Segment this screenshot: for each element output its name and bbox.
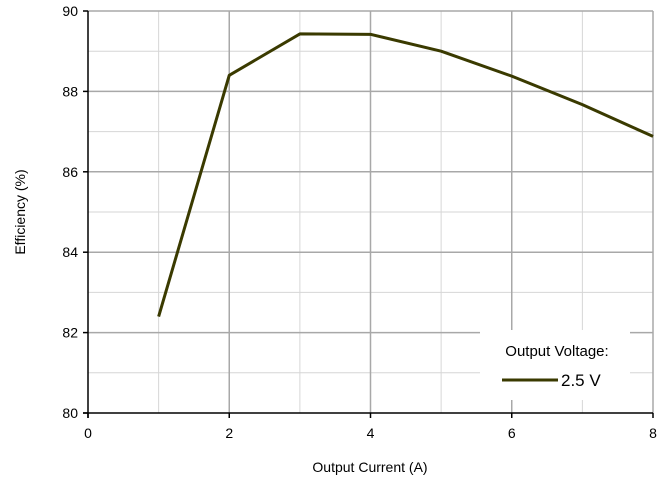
y-tick-label: 84 [62, 244, 78, 260]
y-tick-label: 90 [62, 3, 78, 19]
legend-box [480, 330, 630, 400]
series-line-0 [159, 34, 653, 317]
legend-title: Output Voltage: [505, 343, 608, 360]
y-tick-label: 82 [62, 325, 78, 341]
y-tick-label: 80 [62, 405, 78, 421]
y-axis-label: Efficiency (%) [12, 169, 28, 254]
legend-label-2-5v: 2.5 V [561, 371, 601, 390]
series-layer [159, 34, 653, 317]
y-tick-label: 88 [62, 83, 78, 99]
legend: Output Voltage: 2.5 V [480, 330, 630, 400]
x-tick-label: 0 [84, 425, 92, 441]
x-tick-label: 8 [649, 425, 657, 441]
x-tick-label: 4 [367, 425, 375, 441]
x-tick-label: 2 [225, 425, 233, 441]
x-axis-label: Output Current (A) [312, 459, 427, 475]
x-tick-label: 6 [508, 425, 516, 441]
y-tick-label: 86 [62, 164, 78, 180]
